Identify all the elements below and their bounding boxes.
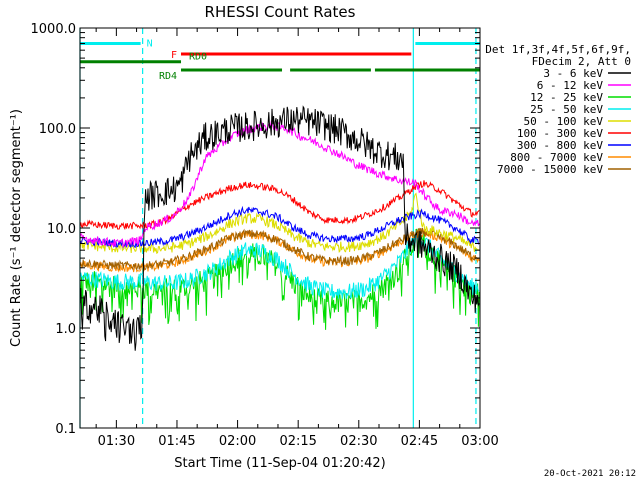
- legend-label-2: 6 - 12 keV: [537, 79, 604, 92]
- legend-header-line-1: Det 1f,3f,4f,5f,6f,9f,: [485, 43, 631, 56]
- legend-label-6: 100 - 300 keV: [517, 127, 603, 140]
- y-tick-label: 1.0: [55, 322, 76, 337]
- y-tick-label: 10.0: [47, 222, 76, 237]
- state-bar-label-rd4: RD4: [159, 71, 177, 82]
- x-tick-label: 02:15: [279, 434, 316, 449]
- legend: Det 1f,3f,4f,5f,6f,9f, FDecim 2, Att 0 3…: [485, 43, 631, 176]
- y-axis-label: Count Rate (s⁻¹ detector segment⁻¹): [9, 109, 24, 347]
- x-tick-label: 02:45: [401, 434, 438, 449]
- legend-label-8: 800 - 7000 keV: [510, 151, 603, 164]
- x-tick-label: 02:00: [219, 434, 256, 449]
- x-axis: 01:30 01:45 02:00 02:15 02:30 02:45 03:00: [95, 28, 499, 449]
- x-tick-label: 02:30: [340, 434, 377, 449]
- legend-label-4: 25 - 50 keV: [530, 103, 603, 116]
- x-tick-label: 01:45: [158, 434, 195, 449]
- series-line-1: [80, 105, 480, 351]
- timestamp: 20-Oct-2021 20:12: [544, 469, 636, 479]
- state-bar-label-rd0: RD0: [189, 52, 207, 63]
- legend-label-1: 3 - 6 keV: [543, 67, 603, 80]
- chart-title: RHESSI Count Rates: [205, 3, 356, 21]
- series-line-6: [80, 180, 480, 231]
- x-axis-label: Start Time (11-Sep-04 01:20:42): [174, 456, 385, 471]
- plot-area: N F RD0 RD4: [79, 28, 480, 428]
- legend-label-9: 7000 - 15000 keV: [497, 163, 603, 176]
- legend-header-line-2: FDecim 2, Att 0: [532, 55, 631, 68]
- series-line-9: [80, 227, 480, 271]
- series-line-8: [80, 228, 480, 273]
- x-tick-label: 03:00: [461, 434, 498, 449]
- legend-label-5: 50 - 100 keV: [524, 115, 604, 128]
- state-bar-label-f: F: [171, 50, 177, 61]
- y-tick-label: 1000.0: [31, 22, 77, 37]
- y-axis: 1000.0 100.0 10.0 1.0 0.1: [31, 22, 480, 437]
- series-line-7: [80, 205, 480, 250]
- legend-label-7: 300 - 800 keV: [517, 139, 603, 152]
- x-tick-label: 01:30: [98, 434, 135, 449]
- series-line-5: [80, 192, 480, 255]
- y-tick-label: 0.1: [55, 422, 76, 437]
- legend-label-3: 12 - 25 keV: [530, 91, 603, 104]
- state-bar-label-n: N: [147, 38, 153, 49]
- y-tick-label: 100.0: [39, 122, 76, 137]
